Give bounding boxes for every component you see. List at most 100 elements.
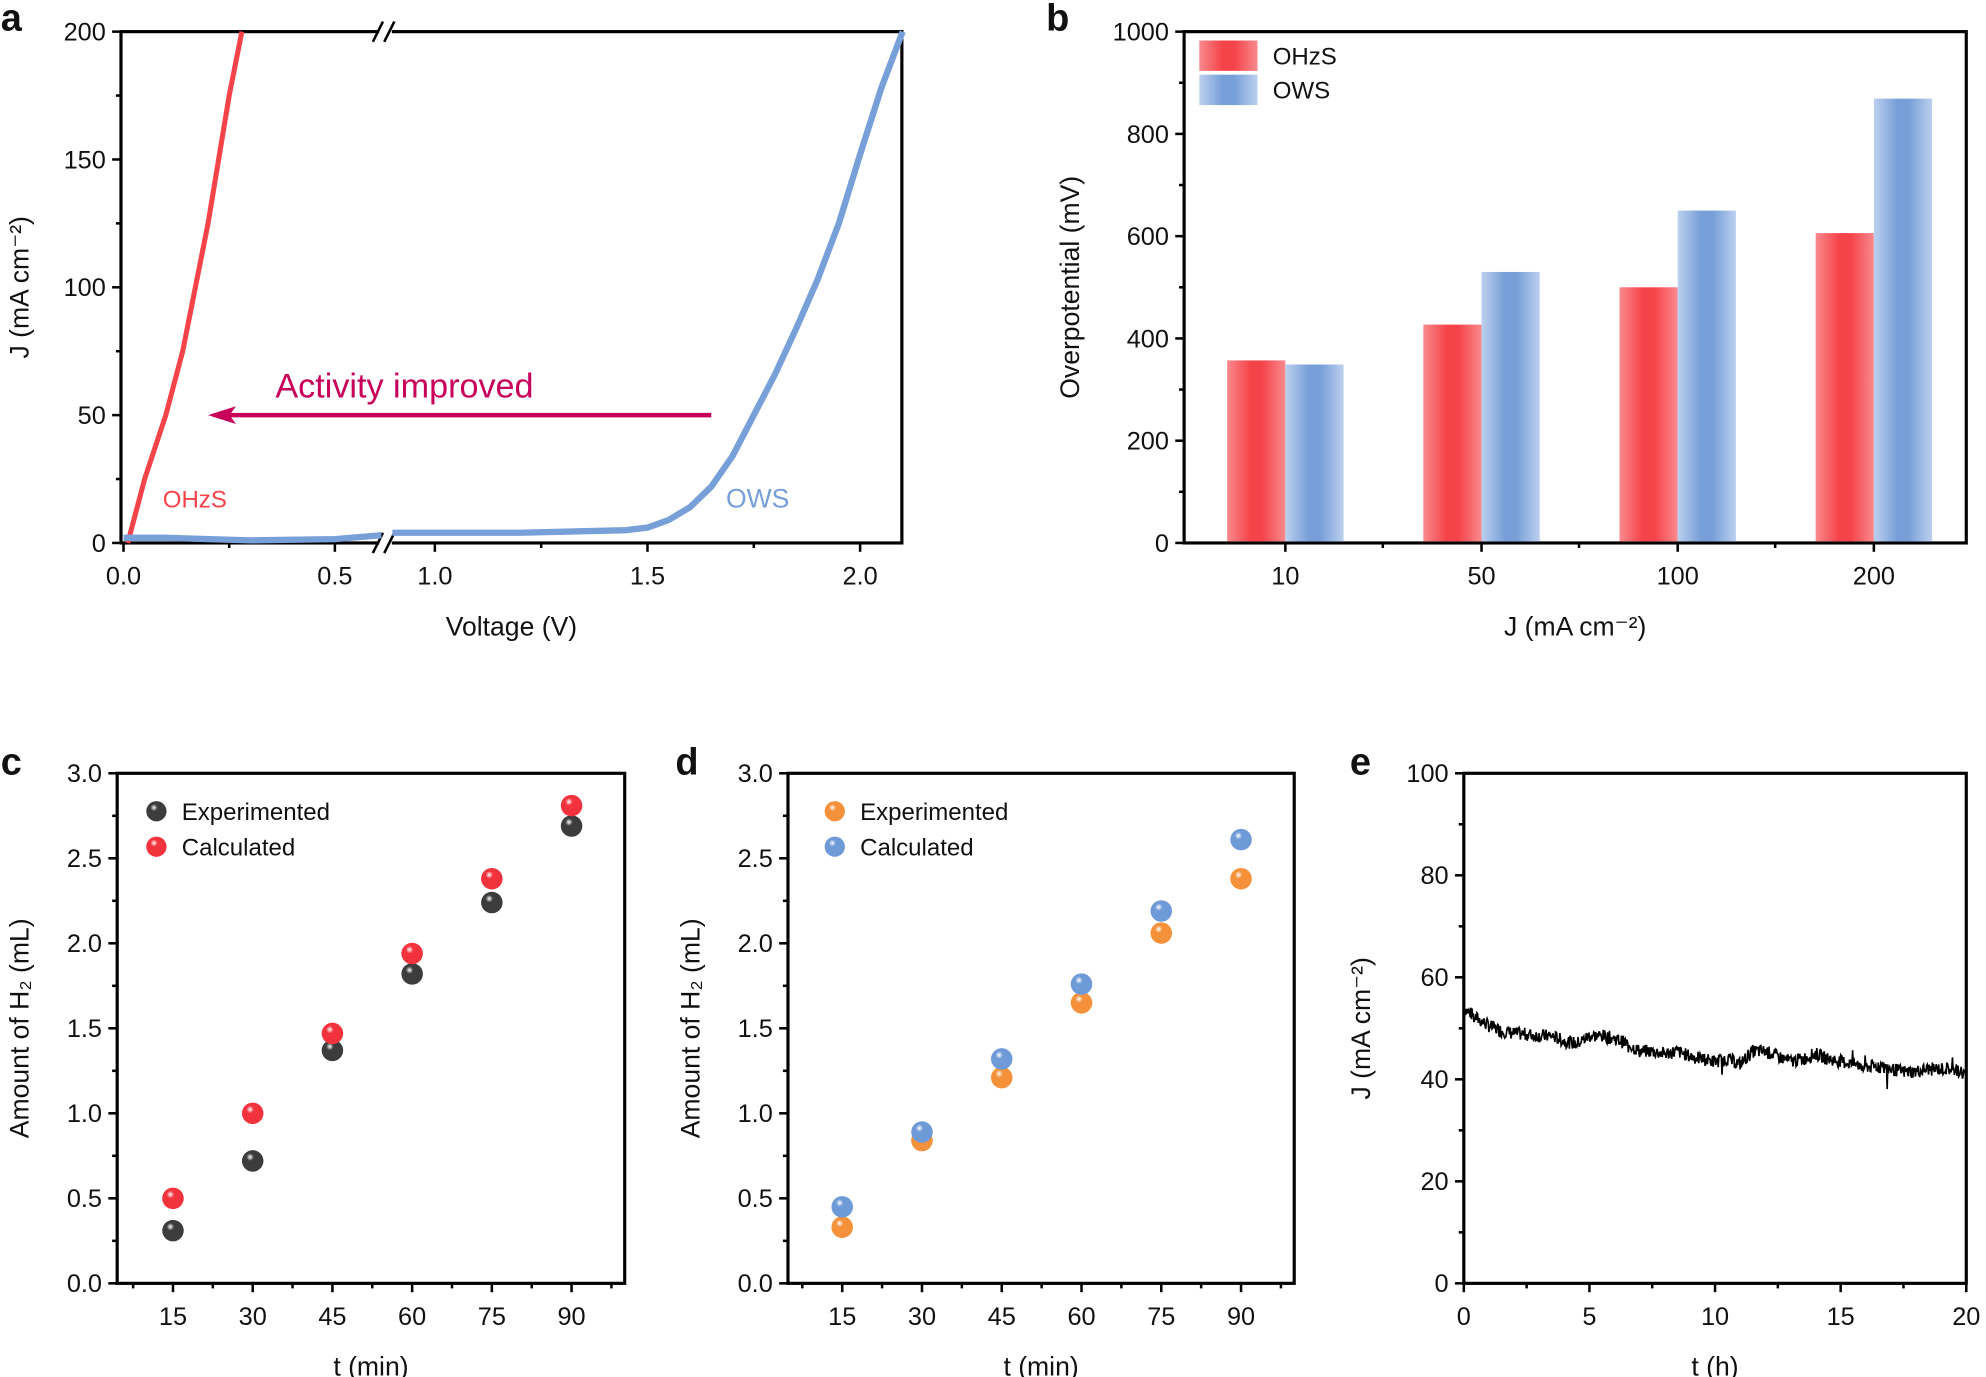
panel-a: a 0 50 100 150 200 0.0 0.5 1.0 1.5 2.0 Voltage (V) J… bbox=[1, 0, 906, 641]
y-axis-label: Overpotential (mV) bbox=[1055, 176, 1085, 399]
point-experimented-60 bbox=[1070, 992, 1093, 1014]
axis-break-mark bbox=[371, 20, 385, 43]
series-line-ohzs bbox=[125, 31, 245, 544]
x-tick-label: 200 bbox=[1853, 563, 1895, 591]
point-experimented-90 bbox=[560, 815, 583, 837]
y-tick-label: 0 bbox=[1155, 530, 1169, 558]
point-calculated-45 bbox=[990, 1048, 1013, 1070]
bar-ows-100 bbox=[1677, 210, 1736, 542]
y-tick-label: 1.5 bbox=[67, 1015, 102, 1043]
x-tick-label: 30 bbox=[908, 1303, 936, 1331]
point-calculated-15 bbox=[162, 1187, 184, 1210]
point-experimented-30 bbox=[241, 1150, 264, 1172]
bar-ohzs-10 bbox=[1227, 360, 1286, 542]
panel-letter: d bbox=[675, 742, 698, 784]
legend-marker-calculated bbox=[824, 836, 845, 857]
x-tick-label: 75 bbox=[478, 1303, 506, 1331]
legend-swatch-ohzs bbox=[1199, 40, 1258, 71]
bar-ohzs-100 bbox=[1619, 287, 1678, 542]
x-tick-label: 2.0 bbox=[843, 563, 878, 591]
point-experimented-75 bbox=[1150, 922, 1173, 944]
legend-swatch-ows bbox=[1199, 74, 1258, 106]
y-tick-label: 2.0 bbox=[738, 930, 773, 958]
y-tick-label: 1.5 bbox=[738, 1015, 773, 1043]
point-experimented-45 bbox=[990, 1066, 1013, 1089]
bar-ows-10 bbox=[1285, 364, 1344, 542]
legend-marker-experimented bbox=[824, 801, 845, 822]
axis-break-mark bbox=[383, 532, 396, 554]
x-tick-label: 45 bbox=[988, 1303, 1016, 1331]
y-tick-label: 0 bbox=[1435, 1270, 1449, 1298]
x-tick-label: 90 bbox=[557, 1303, 585, 1331]
x-tick-label: 10 bbox=[1701, 1303, 1729, 1331]
point-calculated-75 bbox=[1150, 900, 1173, 922]
series-line-ows bbox=[123, 532, 382, 544]
point-calculated-60 bbox=[1070, 973, 1093, 995]
x-tick-label: 50 bbox=[1467, 563, 1495, 591]
x-tick-label: 15 bbox=[1827, 1303, 1855, 1331]
y-tick-label: 1.0 bbox=[67, 1100, 102, 1128]
x-tick-label: 20 bbox=[1952, 1303, 1980, 1331]
x-tick-label: 60 bbox=[398, 1303, 426, 1331]
y-tick-label: 60 bbox=[1420, 964, 1448, 992]
bar-ohzs-50 bbox=[1423, 324, 1482, 542]
series-label-ows: OWS bbox=[726, 484, 789, 514]
plot-frame bbox=[1462, 771, 1968, 1285]
legend-marker-experimented bbox=[146, 801, 167, 822]
x-axis-label: t (h) bbox=[1691, 1352, 1738, 1377]
y-tick-label: 2.5 bbox=[67, 845, 102, 873]
y-tick-label: 3.0 bbox=[738, 760, 773, 788]
panel-letter: a bbox=[1, 0, 23, 39]
y-tick-label: 0 bbox=[92, 530, 106, 558]
y-tick-label: 40 bbox=[1420, 1066, 1448, 1094]
y-tick-label: 20 bbox=[1420, 1168, 1448, 1196]
point-calculated-75 bbox=[481, 867, 503, 890]
legend-label-calculated: Calculated bbox=[182, 835, 296, 862]
legend-label-calculated: Calculated bbox=[860, 835, 974, 862]
bar-ohzs-200 bbox=[1815, 233, 1874, 542]
point-calculated-30 bbox=[911, 1121, 933, 1143]
panel-letter: b bbox=[1046, 0, 1069, 39]
x-tick-label: 10 bbox=[1271, 563, 1299, 591]
y-tick-label: 200 bbox=[1127, 428, 1169, 456]
y-tick-label: 200 bbox=[64, 19, 106, 47]
x-tick-label: 15 bbox=[828, 1303, 856, 1331]
point-experimented-75 bbox=[481, 891, 503, 914]
series-line-ows bbox=[392, 30, 906, 536]
panel-letter: c bbox=[1, 742, 22, 784]
x-tick-label: 90 bbox=[1227, 1303, 1255, 1331]
x-tick-label: 30 bbox=[239, 1303, 267, 1331]
annotation-text: Activity improved bbox=[275, 367, 533, 405]
y-tick-label: 50 bbox=[78, 402, 106, 430]
bar-ows-50 bbox=[1481, 271, 1540, 542]
y-tick-label: 0.0 bbox=[67, 1270, 102, 1298]
x-axis-label: t (min) bbox=[333, 1352, 408, 1377]
series-label-ohzs: OHzS bbox=[163, 487, 227, 514]
legend-label-ows: OWS bbox=[1273, 78, 1330, 105]
y-tick-label: 800 bbox=[1127, 121, 1169, 149]
series-line-current bbox=[1462, 1007, 1967, 1090]
panel-d: d 0.0 0.5 1.0 1.5 2.0 2.5 3.0 15 30 45 60 75 90 t (min… bbox=[675, 742, 1296, 1377]
point-experimented-15 bbox=[162, 1219, 184, 1242]
point-experimented-60 bbox=[401, 963, 423, 985]
x-tick-label: 100 bbox=[1657, 563, 1699, 591]
y-axis-label: J (mA cm⁻²) bbox=[5, 216, 35, 358]
point-experimented-15 bbox=[831, 1216, 853, 1238]
panel-letter: e bbox=[1350, 742, 1371, 784]
x-tick-label: 75 bbox=[1147, 1303, 1175, 1331]
x-axis-label: J (mA cm⁻²) bbox=[1504, 611, 1646, 641]
y-tick-label: 100 bbox=[64, 274, 106, 302]
point-experimented-45 bbox=[321, 1039, 344, 1062]
y-tick-label: 2.5 bbox=[738, 845, 773, 873]
legend-label-ohzs: OHzS bbox=[1273, 44, 1337, 71]
legend-label-experimented: Experimented bbox=[860, 799, 1008, 826]
axis-break-mark bbox=[383, 20, 396, 43]
y-tick-label: 1000 bbox=[1113, 19, 1169, 47]
plot-frame bbox=[119, 30, 904, 545]
point-experimented-90 bbox=[1230, 867, 1252, 890]
point-calculated-90 bbox=[1230, 828, 1252, 851]
legend-label-experimented: Experimented bbox=[182, 799, 330, 826]
x-tick-label: 0.5 bbox=[317, 563, 352, 591]
x-axis-label: t (min) bbox=[1003, 1352, 1078, 1377]
y-axis-label: J (mA cm⁻²) bbox=[1346, 957, 1376, 1099]
